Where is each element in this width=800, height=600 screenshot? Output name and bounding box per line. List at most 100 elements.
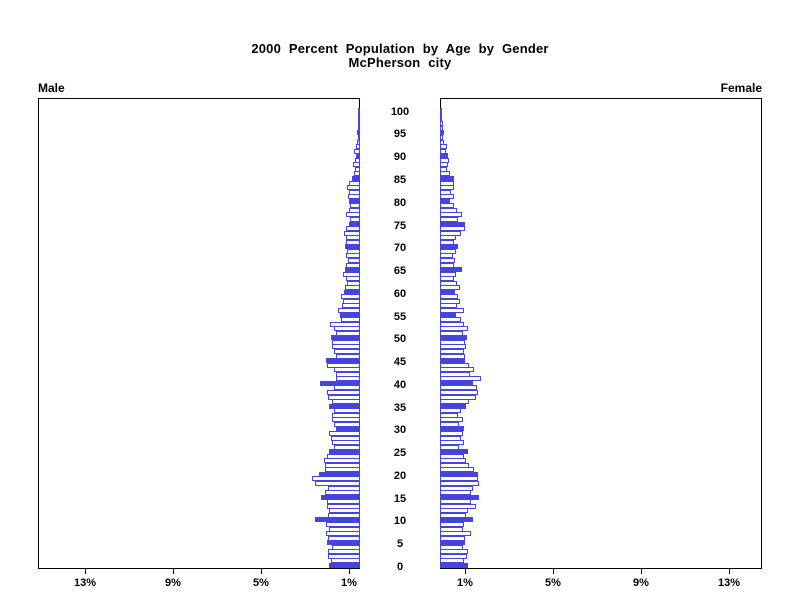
female-panel: [440, 98, 762, 569]
male-bar-age-46: [336, 354, 360, 359]
age-axis-label-35: 35: [393, 402, 407, 414]
age-axis-label-45: 45: [393, 356, 407, 368]
female-bar-age-82: [440, 190, 451, 195]
male-bar-age-73: [344, 231, 360, 236]
age-axis-label-20: 20: [393, 470, 407, 482]
female-bar-age-56: [440, 308, 464, 313]
male-bar-age-94: [358, 135, 360, 140]
male-bar-age-9: [326, 522, 360, 527]
male-bar-age-78: [349, 208, 360, 213]
female-bar-age-26: [440, 445, 459, 450]
male-axis-label-13: 13%: [73, 577, 97, 589]
female-axis-label-1: 1%: [457, 577, 473, 589]
female-bar-age-67: [440, 258, 455, 263]
male-bar-age-75: [349, 222, 360, 227]
female-bar-age-87: [440, 167, 447, 172]
age-axis-label-95: 95: [393, 128, 407, 140]
female-bar-age-55: [440, 313, 456, 318]
female-bar-age-11: [440, 513, 466, 518]
male-bar-age-100: [358, 108, 360, 113]
male-axis-label-9: 9%: [165, 577, 181, 589]
female-bar-age-84: [440, 181, 454, 186]
female-bar-age-85: [440, 176, 454, 181]
male-bar-age-47: [334, 349, 360, 354]
female-bar-age-75: [440, 222, 465, 227]
female-bar-age-2: [440, 554, 467, 559]
male-bar-age-56: [338, 308, 360, 313]
male-bar-age-80: [349, 199, 360, 204]
male-axis-tick-1: [349, 569, 350, 574]
male-bar-age-37: [328, 395, 360, 400]
female-bar-age-80: [440, 199, 450, 204]
male-axis-tick-13: [85, 569, 86, 574]
female-bar-age-0: [440, 563, 468, 568]
female-bar-age-8: [440, 527, 463, 532]
male-bar-age-24: [327, 454, 360, 459]
female-bar-age-35: [440, 404, 466, 409]
male-bar-age-69: [347, 249, 360, 254]
female-bar-age-42: [440, 372, 470, 377]
male-bar-age-33: [332, 413, 360, 418]
age-axis-label-5: 5: [396, 538, 404, 550]
female-bar-age-71: [440, 240, 454, 245]
male-panel: [38, 98, 360, 569]
male-bar-age-18: [315, 481, 360, 486]
female-bar-age-18: [440, 481, 479, 486]
female-bar-age-76: [440, 217, 458, 222]
male-bar-age-98: [358, 117, 360, 122]
female-bar-age-98: [440, 117, 442, 122]
female-bar-age-91: [440, 149, 446, 154]
age-axis-label-25: 25: [393, 447, 407, 459]
female-bar-age-96: [440, 126, 443, 131]
male-bar-age-13: [327, 504, 360, 509]
female-bar-age-73: [440, 231, 461, 236]
male-bar-age-11: [328, 513, 360, 518]
age-axis-label-85: 85: [393, 174, 407, 186]
male-bar-age-8: [329, 527, 360, 532]
female-bar-age-33: [440, 413, 458, 418]
age-axis-label-100: 100: [390, 106, 410, 118]
male-bar-age-64: [343, 272, 360, 277]
age-axis-label-60: 60: [393, 288, 407, 300]
female-bar-age-49: [440, 340, 465, 345]
female-bar-age-100: [440, 108, 442, 113]
age-axis-label-30: 30: [393, 424, 407, 436]
female-axis-label-5: 5%: [545, 577, 561, 589]
male-bar-age-17: [328, 486, 360, 491]
male-bar-age-85: [352, 176, 360, 181]
female-bar-age-31: [440, 422, 459, 427]
female-bar-age-94: [440, 135, 443, 140]
male-bar-age-38: [327, 390, 360, 395]
male-axis-tick-5: [261, 569, 262, 574]
male-bar-age-58: [343, 299, 360, 304]
female-bar-age-28: [440, 436, 461, 441]
age-axis-label-65: 65: [393, 265, 407, 277]
age-axis-label-90: 90: [393, 151, 407, 163]
female-bar-age-20: [440, 472, 478, 477]
male-bar-age-44: [327, 363, 360, 368]
male-bar-age-6: [328, 536, 360, 541]
female-bar-age-64: [440, 272, 456, 277]
male-panel-label: Male: [38, 81, 65, 95]
female-bar-age-60: [440, 290, 455, 295]
male-bar-age-35: [329, 404, 360, 409]
female-axis-label-9: 9%: [633, 577, 649, 589]
female-bar-age-78: [440, 208, 457, 213]
female-bar-age-93: [440, 140, 444, 145]
female-bar-age-24: [440, 454, 464, 459]
female-axis-label-13: 13%: [717, 577, 741, 589]
age-axis-label-15: 15: [393, 493, 407, 505]
male-bar-age-76: [350, 217, 360, 222]
male-bar-age-62: [347, 281, 360, 286]
female-bar-age-29: [440, 431, 463, 436]
male-bar-age-66: [346, 263, 360, 268]
male-bar-age-49: [332, 340, 360, 345]
female-bar-age-22: [440, 463, 469, 468]
male-axis-label-5: 5%: [253, 577, 269, 589]
male-bar-age-93: [357, 140, 360, 145]
female-bar-age-62: [440, 281, 457, 286]
male-bar-age-51: [336, 331, 360, 336]
female-bar-age-46: [440, 354, 465, 359]
chart-title: 2000 Percent Population by Age by Gender: [251, 41, 549, 56]
female-axis-tick-13: [729, 569, 730, 574]
